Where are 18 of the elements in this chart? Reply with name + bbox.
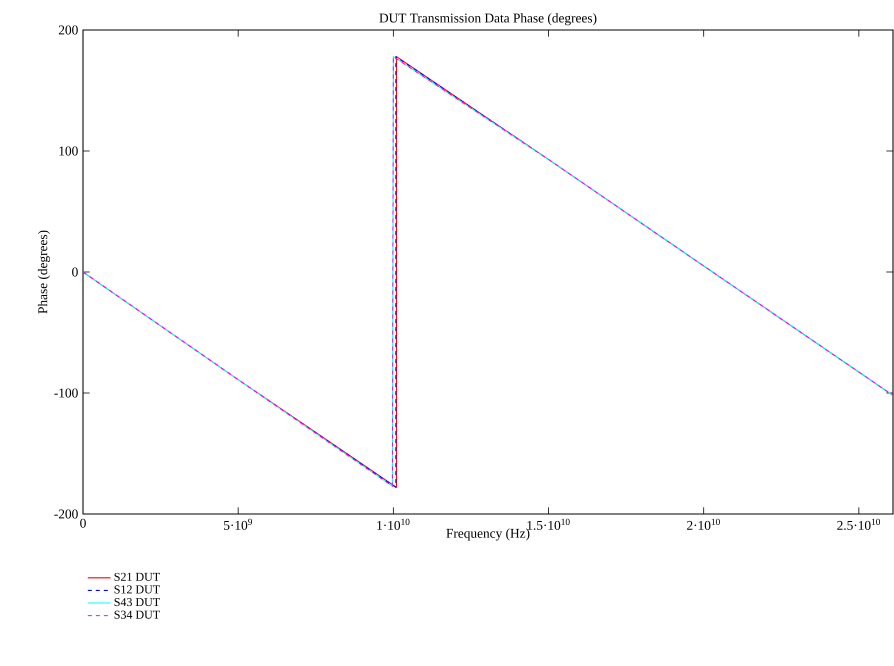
y-tick-label: 0 xyxy=(72,267,78,276)
x-tick-label: 1.5·10$^{10}$ xyxy=(527,518,570,530)
chart-title: DUT Transmission Data Phase (degrees) xyxy=(379,13,596,26)
y-tick-label: 100 xyxy=(59,146,78,156)
x-tick-label: 1·10$^{10}$ xyxy=(377,518,410,530)
y-tick-label: -100 xyxy=(54,388,78,398)
x-axis-title: Frequency (Hz) xyxy=(446,528,530,541)
legend-label: S21 DUT xyxy=(114,572,160,581)
legend-label: S34 DUT xyxy=(114,610,160,619)
x-tick-label: 5·10$^{9}$ xyxy=(224,518,252,530)
y-axis-title: Phase (degrees) xyxy=(38,230,50,314)
x-tick-label: 2.5·10$^{10}$ xyxy=(837,518,880,530)
legend-label: S43 DUT xyxy=(114,598,160,606)
y-tick-label: 200 xyxy=(58,25,78,34)
x-tick-label: 2·10$^{10}$ xyxy=(687,518,720,530)
legend-label: S12 DUT xyxy=(114,585,160,594)
y-tick-label: -200 xyxy=(54,509,78,518)
x-tick-label: 0 xyxy=(80,518,86,528)
